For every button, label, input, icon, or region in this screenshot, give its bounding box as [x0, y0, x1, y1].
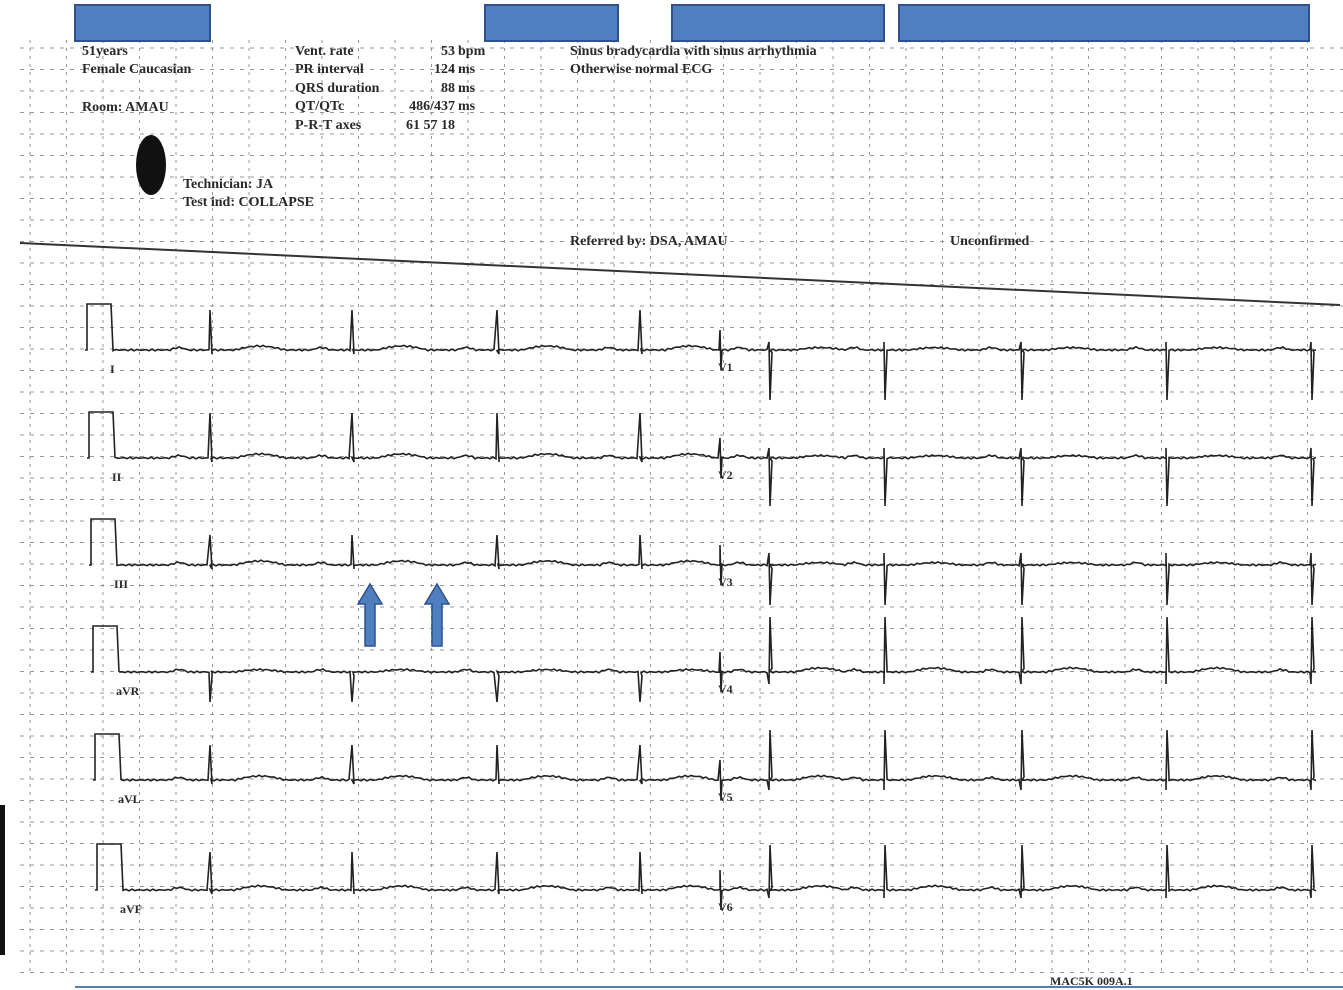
measurement-label: QT/QTc: [295, 99, 344, 114]
patient-info: 51years: [82, 44, 128, 59]
measurement-label: PR interval: [295, 62, 364, 77]
lead-label: aVF: [120, 902, 142, 916]
referred-by: Referred by: DSA, AMAU: [570, 234, 728, 249]
measurement-label: Vent. rate: [295, 44, 354, 59]
lead-label: aVR: [116, 684, 140, 698]
redaction-box: [898, 4, 1310, 42]
measurement-value: 124: [434, 62, 455, 77]
measurement-value: 53: [441, 44, 455, 59]
lead-label: aVL: [118, 792, 141, 806]
ecg-trace: [93, 729, 1317, 801]
scan-edge: [0, 805, 5, 955]
annotation-arrow: [423, 582, 451, 647]
ecg-trace: [95, 843, 1317, 911]
lead-label: V3: [718, 575, 733, 589]
lead-label: V1: [718, 360, 733, 374]
ecg-trace: [85, 303, 1317, 401]
measurement-value: 486/437: [409, 99, 455, 114]
header-texts: 51years Female Caucasian Room: AMAU Vent. r…: [82, 44, 1133, 988]
measurement-unit: ms: [458, 99, 476, 114]
measurement-value: 88: [441, 81, 455, 96]
measurement-unit: bpm: [458, 44, 486, 59]
measurement-unit: ms: [458, 62, 476, 77]
technician: Technician: JA: [183, 177, 274, 192]
measurement-label: P-R-T axes: [295, 118, 362, 133]
redaction-box: [671, 4, 885, 42]
ecg-traces: I V1 II V2 III V3 aVR V4 aVL V5 aVF V6: [85, 303, 1317, 916]
lead-label: II: [112, 470, 122, 484]
lead-label: I: [110, 362, 115, 376]
interpretation: Otherwise normal ECG: [570, 62, 712, 77]
interpretation: Sinus bradycardia with sinus arrhythmia: [570, 44, 817, 59]
ecg-trace: [89, 518, 1317, 606]
redaction-box: [74, 4, 211, 42]
patient-info: Room: AMAU: [82, 100, 169, 115]
redaction-box: [484, 4, 619, 42]
fold-line: [19, 242, 1341, 306]
annotation-arrow: [356, 582, 384, 647]
lead-label: V4: [718, 682, 733, 696]
lead-label: V6: [718, 900, 733, 914]
ecg-grid: [20, 40, 1343, 975]
lead-label: V2: [718, 468, 733, 482]
patient-info: Female Caucasian: [82, 62, 191, 77]
ecg-trace: [91, 616, 1317, 703]
test-indication: Test ind: COLLAPSE: [183, 195, 314, 210]
measurement-label: QRS duration: [295, 81, 380, 96]
ecg-trace: [87, 411, 1317, 507]
status: Unconfirmed: [950, 234, 1030, 249]
measurement-value: 61 57 18: [406, 118, 455, 133]
redaction-blob: [136, 135, 166, 195]
footer: MAC5K 009A.1: [1050, 974, 1133, 988]
lead-label: V5: [718, 790, 733, 804]
lead-label: III: [114, 577, 128, 591]
measurement-unit: ms: [458, 81, 476, 96]
